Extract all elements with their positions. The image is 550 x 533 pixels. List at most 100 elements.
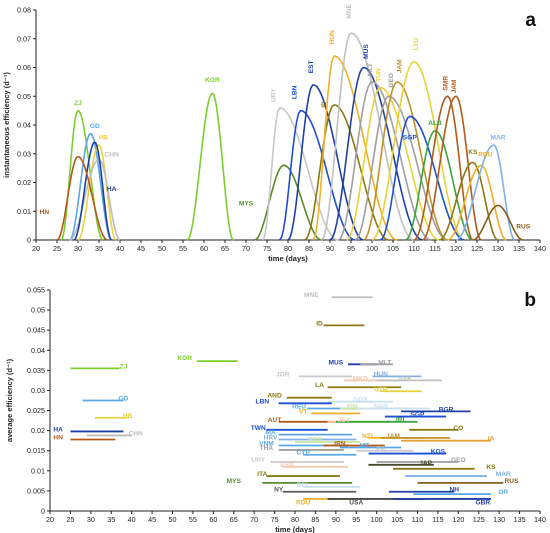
x-tick-label: 105 xyxy=(387,244,399,253)
series-label-aut: AUT xyxy=(268,417,282,424)
series-label-ltu: LTU xyxy=(413,38,420,51)
series-label-hb: HB xyxy=(98,134,108,141)
y-axis-title: average efficiency (d⁻¹) xyxy=(5,358,14,442)
series-label-mne: MNE xyxy=(304,292,319,299)
series-line-rdu xyxy=(447,164,507,241)
x-tick-label: 135 xyxy=(514,515,526,524)
y-tick-label: 0.07 xyxy=(17,34,31,43)
x-tick-label: 110 xyxy=(412,515,423,524)
series-label-gbr: GBR xyxy=(476,500,491,507)
series-label-twn: TWN xyxy=(251,425,266,432)
series-label-jam: JAM xyxy=(396,59,403,73)
series-line-rus xyxy=(472,204,524,241)
series-label-alb: ALB xyxy=(428,120,442,127)
series-label-rdu: RDU xyxy=(296,500,311,507)
y-tick-label: 0.05 xyxy=(17,92,31,101)
series-label-rdu: RDU xyxy=(478,152,493,159)
y-axis-title: instantaneous efficiency (d⁻¹) xyxy=(2,72,11,178)
series-line-tun xyxy=(346,86,440,241)
series-label-ha: HA xyxy=(107,186,117,193)
x-tick-label: 60 xyxy=(209,515,217,524)
x-tick-label: 110 xyxy=(408,244,419,253)
x-tick-label: 40 xyxy=(116,244,124,253)
series-line-alb xyxy=(405,130,474,241)
x-tick-label: 75 xyxy=(271,515,279,524)
series-label-and: AND xyxy=(267,393,282,400)
x-tick-label: 20 xyxy=(46,515,54,524)
x-tick-label: 70 xyxy=(250,515,258,524)
series-label-svk: SVK xyxy=(398,375,412,382)
series-label-uzb: UZB xyxy=(374,386,388,393)
x-tick-label: 60 xyxy=(200,244,208,253)
series-line-ha xyxy=(73,141,113,241)
x-tick-label: 120 xyxy=(450,244,462,253)
series-label-jey: JEY xyxy=(338,417,351,424)
series-line-mus xyxy=(329,66,423,241)
series-label-mar: MAR xyxy=(490,134,505,141)
series-label-mys: MYS xyxy=(239,201,254,208)
series-label-la: LA xyxy=(315,382,324,389)
series-label-mys: MYS xyxy=(227,478,242,485)
series-line-jam xyxy=(422,95,482,241)
y-tick-label: 0.035 xyxy=(27,366,45,375)
series-label-tha: THA xyxy=(260,445,274,452)
series-line-geo xyxy=(354,95,448,241)
series-label-jam: JAM xyxy=(386,433,400,440)
x-tick-label: 30 xyxy=(87,515,95,524)
y-tick-label: 0.02 xyxy=(17,178,31,187)
series-label-mne: MNE xyxy=(346,3,353,18)
series-label-ny: NY xyxy=(274,487,284,494)
series-label-hb: HB xyxy=(123,413,133,420)
series-label-rrr: RRR xyxy=(308,437,323,444)
x-axis-title: time (days) xyxy=(268,254,308,263)
x-tick-label: 25 xyxy=(53,244,61,253)
series-label-co: CO xyxy=(453,425,463,432)
x-tick-label: 100 xyxy=(366,244,378,253)
series-label-mar: MAR xyxy=(496,471,511,478)
series-line-mys xyxy=(254,164,322,241)
x-tick-label: 70 xyxy=(242,244,250,253)
x-tick-label: 95 xyxy=(347,244,355,253)
y-tick-label: 0.045 xyxy=(27,326,45,335)
series-label-irn: IRN xyxy=(334,441,346,448)
series-label-ks: KS xyxy=(486,464,496,471)
y-tick-label: 0.01 xyxy=(17,207,31,216)
x-tick-label: 55 xyxy=(179,244,187,253)
x-tick-label: 85 xyxy=(311,515,319,524)
series-label-hrv: HRV xyxy=(264,434,278,441)
series-label-zj: ZJ xyxy=(74,100,82,107)
series-label-fin: FIN xyxy=(347,404,358,411)
x-tick-label: 130 xyxy=(493,515,505,524)
x-tick-label: 105 xyxy=(391,515,403,524)
series-label-hn: HN xyxy=(53,434,63,441)
series-label-ury: URY xyxy=(270,88,277,102)
series-label-zj: ZJ xyxy=(120,363,128,370)
series-label-chn: CHN xyxy=(129,430,144,437)
series-label-gd: GD xyxy=(119,396,129,403)
x-tick-label: 140 xyxy=(534,244,546,253)
y-tick-label: 0 xyxy=(41,507,45,516)
y-tick-label: 0.01 xyxy=(31,466,45,475)
x-tick-label: 100 xyxy=(371,515,383,524)
series-line-lbn xyxy=(278,109,356,241)
x-tick-label: 90 xyxy=(332,515,340,524)
series-line-ltu xyxy=(371,60,465,241)
series-label-mlt: MLT xyxy=(367,63,374,76)
series-label-rus: RUS xyxy=(504,478,519,485)
y-tick-label: 0.04 xyxy=(17,121,31,130)
series-label-geo: GEO xyxy=(388,73,395,88)
series-label-mus: MUS xyxy=(329,359,344,366)
y-tick-label: 0.04 xyxy=(31,346,45,355)
x-tick-label: 140 xyxy=(534,515,546,524)
x-tick-label: 50 xyxy=(158,244,166,253)
series-label-ia: IA xyxy=(488,436,495,443)
series-line-chn xyxy=(69,158,121,241)
y-tick-label: 0.03 xyxy=(17,149,31,158)
series-label-ha: HA xyxy=(53,426,63,433)
series-label-sgp: SGP xyxy=(411,412,426,419)
series-label-mlt: MLT xyxy=(378,359,391,366)
x-tick-label: 85 xyxy=(305,244,313,253)
series-label-or: OR xyxy=(498,489,508,496)
x-tick-label: 50 xyxy=(169,515,177,524)
series-label-mt: MT xyxy=(360,443,370,450)
